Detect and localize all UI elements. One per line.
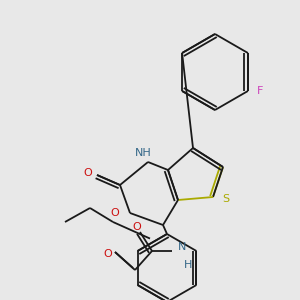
Text: S: S xyxy=(222,194,230,204)
Text: O: O xyxy=(133,222,141,232)
Text: N: N xyxy=(178,242,186,252)
Text: H: H xyxy=(184,260,192,270)
Text: NH: NH xyxy=(135,148,152,158)
Text: O: O xyxy=(103,249,112,259)
Text: F: F xyxy=(257,86,263,96)
Text: O: O xyxy=(84,168,92,178)
Text: O: O xyxy=(111,208,119,218)
